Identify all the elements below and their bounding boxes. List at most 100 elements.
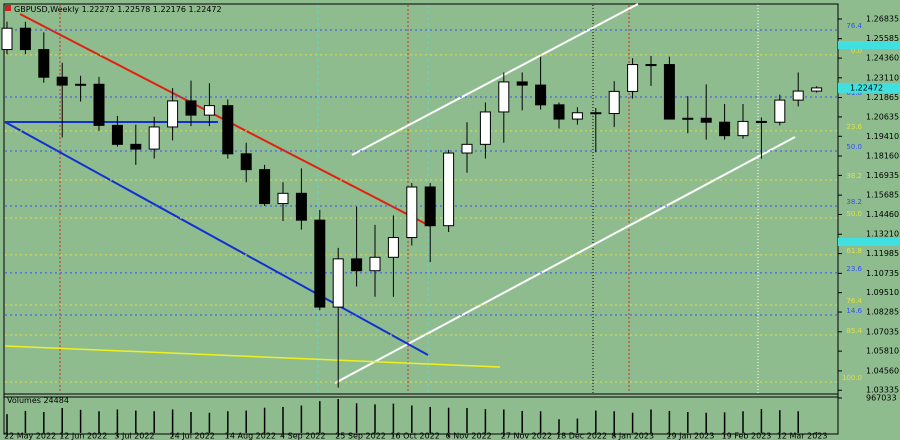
fib-label: 61.8	[846, 89, 862, 97]
candle-body	[38, 49, 50, 78]
candle-body	[332, 258, 344, 308]
y-tick-label: 1.10735	[866, 269, 899, 278]
x-tick-label: 24 Jul 2022	[170, 432, 215, 440]
candle-body	[387, 237, 399, 258]
candle-body	[424, 186, 436, 227]
candle-body	[811, 87, 823, 92]
candle-body	[111, 124, 123, 145]
volume-last: 24484	[43, 396, 68, 405]
x-tick-label: 22 May 2022	[4, 432, 56, 440]
price-label: 1.22472	[850, 83, 883, 92]
candle-body	[755, 120, 767, 123]
candle-body	[203, 105, 215, 116]
candle-body	[167, 100, 179, 128]
fib-label: 61.8	[846, 247, 862, 255]
x-tick-label: 18 Dec 2022	[556, 432, 607, 440]
candle-body	[406, 186, 418, 239]
time-axis: 22 May 2022 12 Jun 2022 3 Jul 2022 24 Jul 2…	[4, 432, 828, 440]
fib-label: 50.0	[846, 210, 862, 218]
candle-body	[185, 100, 197, 116]
x-tick-label: 3 Jul 2022	[114, 432, 154, 440]
x-tick-label: 8 Jan 2023	[611, 432, 654, 440]
candle-body	[259, 169, 271, 205]
y-tick-label: 1.23110	[866, 73, 899, 82]
candle-body	[1, 27, 13, 51]
x-tick-label: 16 Oct 2022	[390, 432, 439, 440]
title-close: 1.22472	[189, 5, 222, 14]
y-tick-label: 1.05810	[866, 347, 899, 356]
y-tick-label: 1.18160	[866, 152, 899, 161]
candle-body	[682, 117, 694, 120]
candle-body	[443, 152, 455, 227]
candle-body	[737, 120, 749, 137]
candle-body	[148, 126, 160, 150]
fib-label: 14.6	[846, 307, 862, 315]
channel-line	[334, 136, 796, 384]
y-tick-label: 1.07035	[866, 327, 899, 336]
marker-box	[838, 238, 900, 246]
candle-body	[663, 64, 675, 120]
price-box	[838, 82, 900, 93]
x-tick-label: 27 Nov 2022	[501, 432, 552, 440]
x-tick-label: 4 Sep 2022	[280, 432, 326, 440]
symbol-icon	[5, 5, 11, 11]
x-tick-label: 19 Feb 2023	[722, 432, 772, 440]
candle-body	[56, 76, 68, 86]
title-high: 1.22578	[117, 5, 150, 14]
candle-body	[277, 192, 289, 205]
plot-frame	[3, 3, 839, 435]
y-tick-label: 1.09510	[866, 288, 899, 297]
candle-body	[130, 143, 142, 150]
y-tick-label: 1.26835	[866, 14, 899, 23]
fib-label: 38.2	[846, 172, 862, 180]
fib-label: 76.4	[846, 22, 862, 30]
candle-body	[479, 111, 491, 145]
candle-body	[571, 112, 583, 120]
x-tick-label: 12 Jun 2022	[59, 432, 107, 440]
candle-body	[608, 90, 620, 115]
fib-label: 76.4	[846, 297, 862, 305]
candle-body	[553, 104, 565, 120]
candle-body	[369, 256, 381, 272]
x-tick-label: 6 Nov 2022	[446, 432, 492, 440]
channel-line	[351, 3, 639, 156]
fib-label: 23.6	[846, 265, 862, 273]
x-tick-label: 25 Sep 2022	[335, 432, 386, 440]
candle-body	[314, 219, 326, 308]
y-tick-label: 1.16935	[866, 171, 899, 180]
candle-body	[535, 84, 547, 106]
drawings	[4, 3, 796, 384]
candle-body	[645, 64, 657, 67]
y-tick-label: 1.13210	[866, 230, 899, 239]
price-axis: 1.26835 1.25585 1.24360 1.23110 1.21865 1.206…	[838, 14, 900, 395]
volume-tick-label: 967033	[866, 394, 897, 403]
y-tick-label: 1.20635	[866, 112, 899, 121]
candle-body	[627, 64, 639, 92]
y-tick-label: 1.15685	[866, 191, 899, 200]
fib-label: 50.0	[846, 143, 862, 151]
x-tick-label: 12 Mar 2023	[777, 432, 828, 440]
candle-body	[295, 192, 307, 221]
fib-label: 38.2	[846, 198, 862, 206]
candle-body	[700, 117, 712, 123]
trend-line	[4, 345, 501, 368]
candle-body	[516, 81, 528, 86]
volume-title: Volumes 24484	[7, 396, 69, 405]
y-tick-label: 1.04560	[866, 366, 899, 375]
fib-label: 100.0	[842, 374, 862, 382]
fib-label: 23.6	[846, 123, 862, 131]
candle-body	[351, 258, 363, 272]
candle-body	[461, 143, 473, 154]
y-tick-label: 1.21865	[866, 93, 899, 102]
fib-label: 85.4	[846, 327, 862, 335]
candles	[1, 21, 823, 388]
candle-body	[240, 153, 252, 171]
trend-line	[4, 121, 429, 356]
volume-pane: 967033	[6, 394, 897, 433]
volume-label: Volumes	[7, 396, 41, 405]
y-tick-label: 1.19410	[866, 132, 899, 141]
candle-body	[222, 105, 234, 155]
candle-body	[774, 99, 786, 123]
y-tick-label: 1.24360	[866, 54, 899, 63]
